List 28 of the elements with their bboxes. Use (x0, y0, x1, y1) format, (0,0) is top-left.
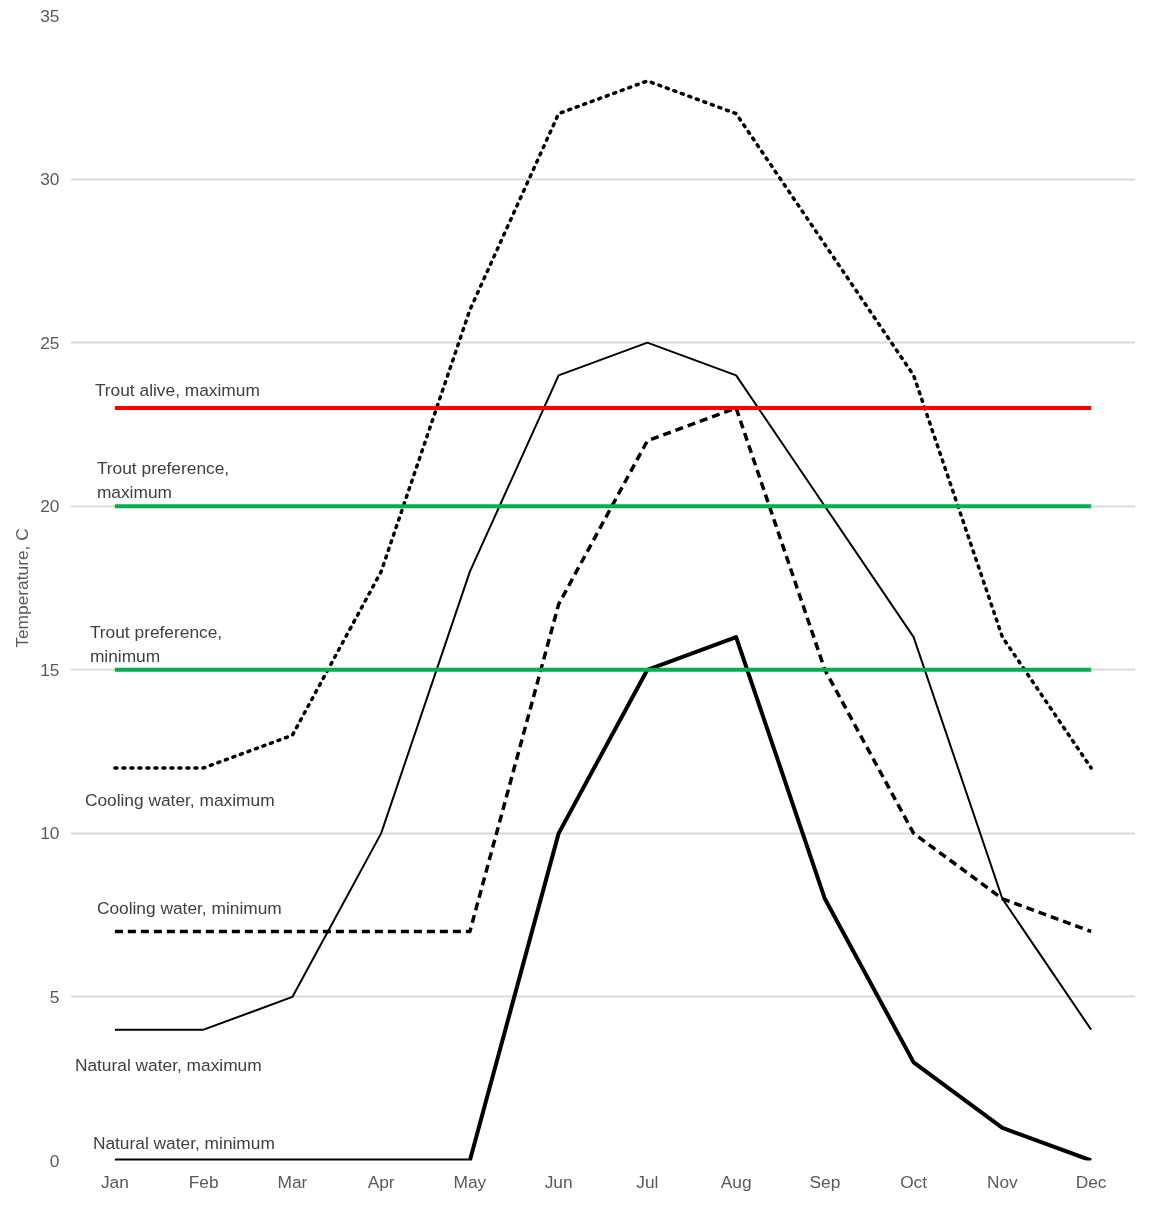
x-tick-label: Apr (367, 1171, 395, 1192)
x-tick-label: Jan (100, 1171, 129, 1192)
series-label: Trout preference, maximum (96, 458, 230, 503)
y-axis-title: Temperature, C (12, 528, 33, 648)
x-tick-label: Sep (809, 1171, 841, 1192)
x-tick-label: Jul (636, 1171, 659, 1192)
series-label: Cooling water, minimum (96, 897, 282, 918)
x-tick-label: Aug (720, 1171, 752, 1192)
y-tick-label: 30 (40, 169, 60, 190)
series-label: Trout preference, minimum (89, 621, 223, 666)
series-label: Trout alive, maximum (94, 380, 260, 401)
y-tick-label: 35 (40, 5, 60, 26)
x-tick-label: May (453, 1171, 487, 1192)
text: Natural water, maximum (74, 1054, 262, 1075)
x-tick-label: Feb (188, 1171, 219, 1192)
x-tick-label: Oct (900, 1171, 928, 1192)
y-tick-label: 0 (49, 1150, 60, 1171)
series-label: Cooling water, maximum (84, 789, 275, 810)
x-tick-label: Dec (1075, 1171, 1107, 1192)
x-tick-label: Mar (277, 1171, 308, 1192)
y-tick-label: 20 (40, 496, 60, 517)
y-tick-label: 25 (40, 332, 60, 353)
x-tick-label: Nov (986, 1171, 1019, 1192)
y-tick-label: 5 (49, 986, 60, 1007)
series-label: Natural water, minimum (92, 1132, 275, 1153)
x-tick-label: Jun (544, 1171, 573, 1192)
y-tick-label: 15 (40, 659, 60, 680)
y-tick-label: 10 (40, 823, 60, 844)
